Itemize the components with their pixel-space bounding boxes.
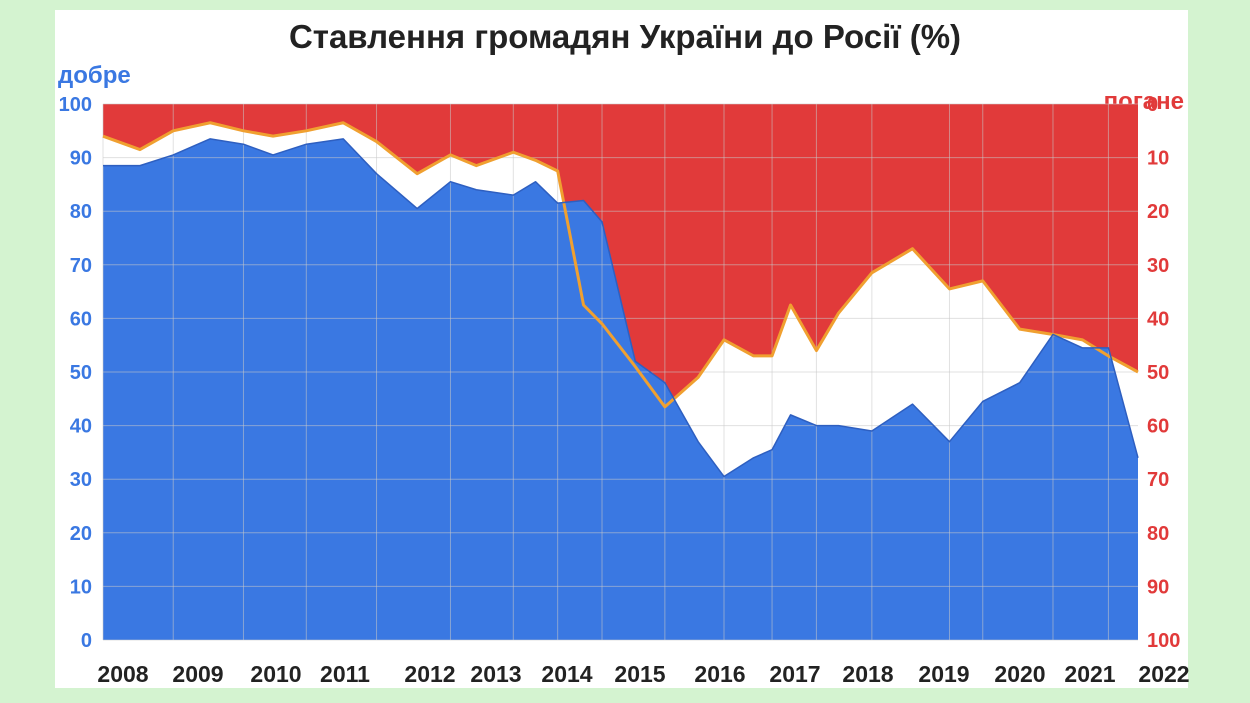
x-tick-label: 2017 — [769, 661, 820, 687]
left-axis-label: добре — [58, 62, 131, 89]
right-tick-label: 0 — [1147, 94, 1158, 116]
right-tick-label: 80 — [1147, 523, 1169, 545]
x-tick-label: 2013 — [470, 661, 521, 687]
right-tick-label: 50 — [1147, 362, 1169, 384]
right-tick-label: 30 — [1147, 255, 1169, 277]
left-tick-label: 70 — [70, 255, 92, 277]
series-line-good — [103, 138, 1139, 478]
left-tick-label: 40 — [70, 416, 92, 438]
left-tick-label: 60 — [70, 308, 92, 330]
left-tick-label: 90 — [70, 148, 92, 170]
x-tick-label: 2014 — [541, 661, 592, 687]
left-tick-label: 0 — [81, 630, 92, 652]
x-tick-label: 2011 — [320, 661, 370, 687]
x-tick-label: 2015 — [614, 661, 665, 687]
left-tick-label: 80 — [70, 201, 92, 223]
x-tick-label: 2008 — [97, 661, 148, 687]
left-tick-label: 100 — [59, 94, 92, 116]
left-tick-label: 30 — [70, 469, 92, 491]
left-tick-label: 10 — [70, 576, 92, 598]
x-tick-label: 2021 — [1064, 661, 1115, 687]
right-tick-label: 20 — [1147, 201, 1169, 223]
x-tick-label: 2022 — [1138, 661, 1189, 687]
right-tick-label: 70 — [1147, 469, 1169, 491]
x-tick-label: 2009 — [172, 661, 223, 687]
series-line-bad — [102, 121, 1139, 409]
chart-title: Ставлення громадян України до Росії (%) — [288, 18, 962, 55]
x-tick-label: 2016 — [694, 661, 745, 687]
left-tick-label: 20 — [70, 523, 92, 545]
x-tick-label: 2019 — [918, 661, 969, 687]
right-tick-label: 90 — [1147, 576, 1169, 598]
left-tick-label: 50 — [70, 362, 92, 384]
x-tick-label: 2010 — [250, 661, 301, 687]
x-tick-label: 2020 — [994, 661, 1045, 687]
right-tick-label: 40 — [1147, 308, 1169, 330]
right-tick-label: 10 — [1147, 148, 1169, 170]
series-area-bad — [103, 104, 1138, 407]
series-area-good — [103, 138, 1138, 640]
x-tick-label: 2018 — [842, 661, 893, 687]
x-tick-label: 2012 — [404, 661, 455, 687]
right-tick-label: 60 — [1147, 416, 1169, 438]
right-tick-label: 100 — [1147, 630, 1180, 652]
